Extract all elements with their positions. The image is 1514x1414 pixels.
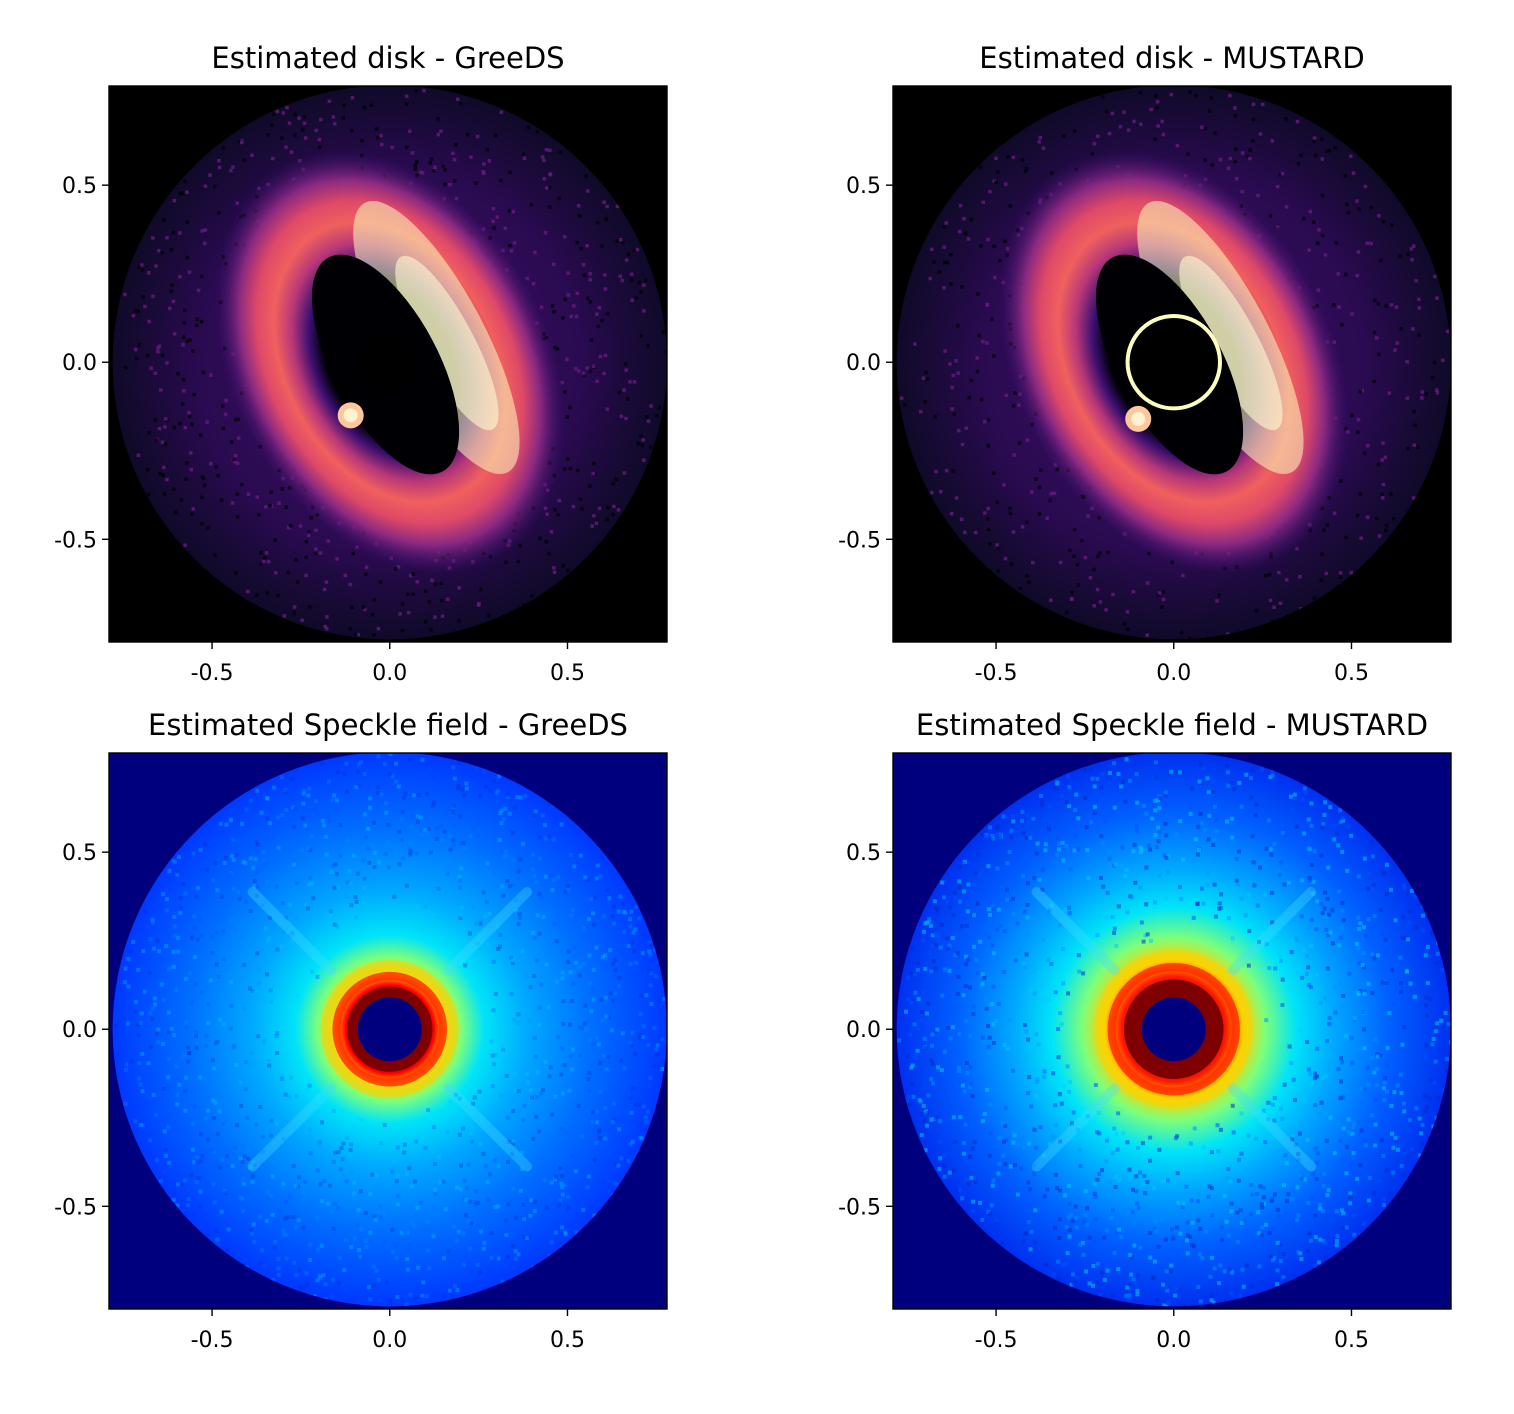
x-tick-label: 0.0	[372, 1328, 407, 1353]
panel-2: Estimated disk - MUSTARD -0.5 0.0 0.5 -0.5 0.…	[838, 41, 1452, 686]
coronagraph-mask	[361, 333, 419, 391]
x-tick-label: -0.5	[191, 661, 234, 686]
panel-title: Estimated disk - MUSTARD	[979, 41, 1364, 75]
x-tick-label: 0.5	[550, 1328, 585, 1353]
x-tick-label: 0.5	[550, 661, 585, 686]
x-tick-label: 0.0	[372, 661, 407, 686]
heatmap-image	[109, 753, 667, 1309]
axes-frame	[108, 752, 668, 1310]
outside-field	[109, 753, 667, 1309]
panel-4: Estimated Speckle field - MUSTARD -0.5 0.0…	[838, 708, 1452, 1353]
axes-frame	[892, 752, 1452, 1310]
y-tick-label: -0.5	[838, 528, 881, 553]
panel-title: Estimated disk - GreeDS	[211, 41, 564, 75]
x-tick-label: 0.5	[1334, 1328, 1369, 1353]
panel-1: Estimated disk - GreeDS -0.5 0.0 0.5 -0.5 0.0…	[54, 41, 668, 686]
panel-title: Estimated Speckle field - MUSTARD	[916, 708, 1428, 742]
x-tick-label: 0.0	[1156, 1328, 1191, 1353]
panels: Estimated disk - GreeDS -0.5 0.0 0.5 -0.5 0.0…	[54, 41, 1452, 1353]
y-tick-label: 0.0	[846, 1018, 881, 1043]
axes-frame	[892, 85, 1452, 643]
y-tick-label: -0.5	[54, 528, 97, 553]
y-tick-label: -0.5	[54, 1195, 97, 1220]
panel-3: Estimated Speckle field - GreeDS -0.5 0.0 0…	[54, 708, 668, 1353]
x-tick-label: -0.5	[975, 1328, 1018, 1353]
x-tick-label: -0.5	[975, 661, 1018, 686]
x-tick-label: -0.5	[191, 1328, 234, 1353]
x-tick-label: 0.5	[1334, 661, 1369, 686]
outside-field	[109, 86, 667, 642]
x-tick-label: 0.0	[1156, 661, 1191, 686]
y-tick-label: 0.5	[62, 841, 97, 866]
axes-frame	[108, 85, 668, 643]
coronagraph-mask	[1127, 316, 1220, 409]
y-tick-label: 0.5	[846, 841, 881, 866]
mask-edge	[1125, 314, 1222, 411]
y-tick-label: 0.0	[62, 1018, 97, 1043]
outside-field	[893, 86, 1451, 642]
heatmap-image	[109, 86, 667, 642]
y-tick-label: 0.0	[846, 351, 881, 376]
panel-title: Estimated Speckle field - GreeDS	[148, 708, 628, 742]
y-tick-label: -0.5	[838, 1195, 881, 1220]
heatmap-image	[893, 86, 1451, 642]
y-tick-label: 0.5	[846, 174, 881, 199]
heatmap-image	[893, 753, 1451, 1309]
y-tick-label: 0.5	[62, 174, 97, 199]
y-tick-label: 0.0	[62, 351, 97, 376]
outside-field	[893, 753, 1451, 1309]
coronagraph-mask	[1141, 997, 1206, 1062]
coronagraph-mask	[357, 997, 422, 1062]
